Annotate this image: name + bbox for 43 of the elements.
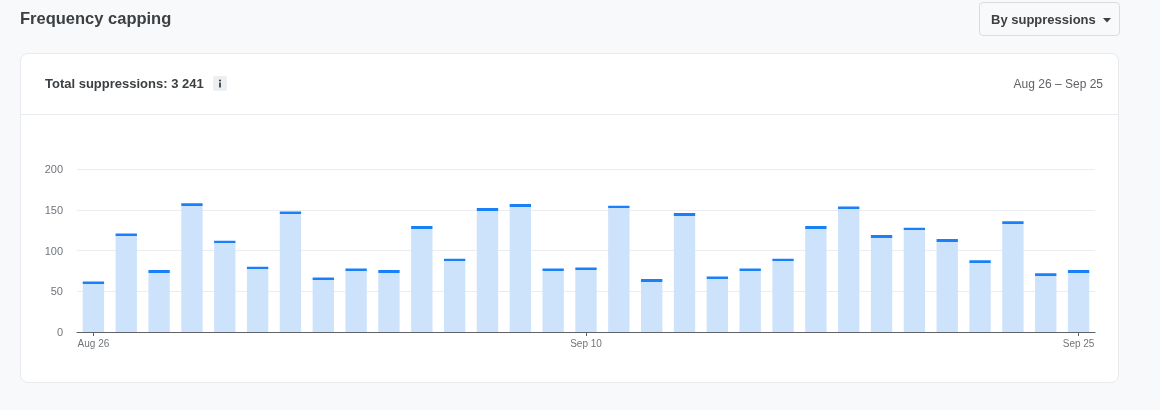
bar xyxy=(969,260,991,332)
bar xyxy=(870,235,893,332)
bar xyxy=(476,208,499,332)
bar xyxy=(443,258,466,332)
bar xyxy=(772,258,794,332)
y-tick-label: 0 xyxy=(56,326,63,338)
bar xyxy=(181,203,203,332)
dropdown-button: By suppressions xyxy=(979,2,1120,36)
bar xyxy=(706,276,729,332)
bar xyxy=(1035,273,1057,332)
bar xyxy=(411,226,433,332)
bar xyxy=(739,268,761,332)
bar xyxy=(673,213,696,332)
bar xyxy=(378,270,400,332)
bar xyxy=(608,205,630,332)
bar xyxy=(903,227,926,332)
bar xyxy=(345,268,367,332)
bar xyxy=(838,206,860,332)
x-tick-label: Sep 10 xyxy=(570,337,603,349)
bar xyxy=(1067,270,1090,332)
bar xyxy=(148,270,170,332)
y-tick-label: 200 xyxy=(44,163,63,175)
bar xyxy=(641,279,663,332)
y-tick-label: 100 xyxy=(44,244,63,257)
bar xyxy=(1002,221,1024,332)
bar xyxy=(246,266,269,332)
chart-subtitle: Total suppressions: 3 241 xyxy=(45,76,204,91)
bar xyxy=(82,281,105,332)
text: Aug 26 – Sep 25 xyxy=(1013,77,1103,91)
x-tick-label: Sep 25 xyxy=(1062,337,1095,349)
bar xyxy=(312,277,334,332)
bar xyxy=(575,267,597,332)
bar xyxy=(936,239,958,332)
bar xyxy=(509,204,531,332)
bar xyxy=(214,240,236,332)
bar xyxy=(279,211,302,332)
bar xyxy=(115,233,137,332)
y-tick-label: 150 xyxy=(44,203,63,216)
y-tick-label: 50 xyxy=(50,285,63,298)
chart-title: Frequency capping xyxy=(20,9,172,28)
bar xyxy=(805,226,827,332)
x-tick-label: Aug 26 xyxy=(77,337,110,349)
bar xyxy=(542,268,564,332)
